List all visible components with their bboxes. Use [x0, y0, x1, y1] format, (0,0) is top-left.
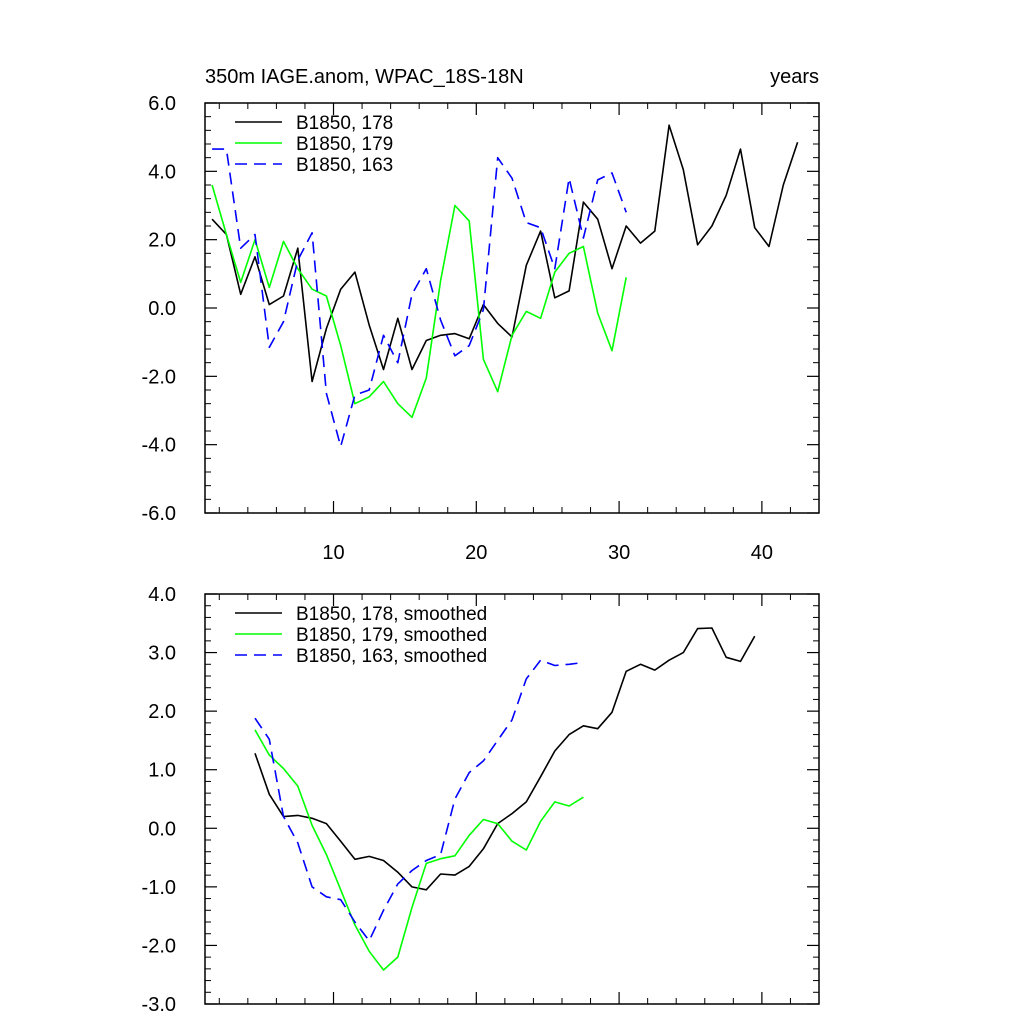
y-tick-label: -1.0	[142, 877, 176, 899]
y-tick-label: 0.0	[148, 298, 176, 320]
top-chart-title: 350m IAGE.anom, WPAC_18S-18N	[205, 66, 524, 88]
x-tick-label: 20	[465, 542, 487, 564]
y-tick-label: -2.0	[142, 366, 176, 388]
top-panel: 350m IAGE.anom, WPAC_18S-18N years -6.0-…	[142, 66, 820, 564]
legend-label-1: B1850, 178, smoothed	[296, 604, 487, 625]
top-x-axis: 10 20 30 40	[218, 103, 820, 564]
y-tick-label: 3.0	[148, 643, 176, 665]
series-line-3	[212, 148, 627, 448]
y-tick-label: 4.0	[148, 161, 176, 183]
y-tick-label: 6.0	[148, 93, 176, 115]
x-tick-label: 40	[751, 542, 773, 564]
y-tick-label: 4.0	[148, 584, 176, 606]
y-tick-label: 0.0	[148, 818, 176, 840]
bottom-series-lines	[254, 627, 756, 971]
bottom-y-axis: -3.0 -2.0 -1.0 0.0 1.0 2.0 3.0 4.0	[142, 584, 819, 1016]
top-series-lines	[211, 124, 799, 448]
legend-label-2: B1850, 179, smoothed	[296, 625, 487, 646]
series-line-1	[254, 627, 756, 891]
legend-label-3: B1850, 163, smoothed	[296, 646, 487, 667]
x-tick-label: 30	[608, 542, 630, 564]
bottom-x-axis	[218, 594, 820, 1004]
legend-label-1: B1850, 178	[296, 113, 393, 134]
legend-label-3: B1850, 163	[296, 155, 393, 176]
series-line-2	[254, 729, 584, 971]
series-line-2	[211, 184, 627, 419]
y-tick-label: -3.0	[142, 994, 176, 1016]
y-tick-label: 2.0	[148, 230, 176, 252]
x-tick-label: 10	[322, 542, 344, 564]
y-tick-label: 1.0	[148, 760, 176, 782]
y-tick-label: 2.0	[148, 701, 176, 723]
bottom-plot-frame	[204, 593, 820, 1005]
y-tick-label: -6.0	[142, 503, 176, 525]
legend-label-2: B1850, 179	[296, 134, 393, 155]
series-line-1	[211, 124, 799, 383]
bottom-panel: -3.0 -2.0 -1.0 0.0 1.0 2.0 3.0 4.0 B1850, 178, …	[142, 584, 820, 1016]
y-tick-label: -4.0	[142, 435, 176, 457]
y-tick-label: -2.0	[142, 935, 176, 957]
top-chart-title-right: years	[770, 66, 819, 88]
series-line-3	[254, 659, 584, 942]
top-y-axis: -6.0 -4.0 -2.0 0.0 2.0 4.0 6.0	[142, 93, 819, 525]
